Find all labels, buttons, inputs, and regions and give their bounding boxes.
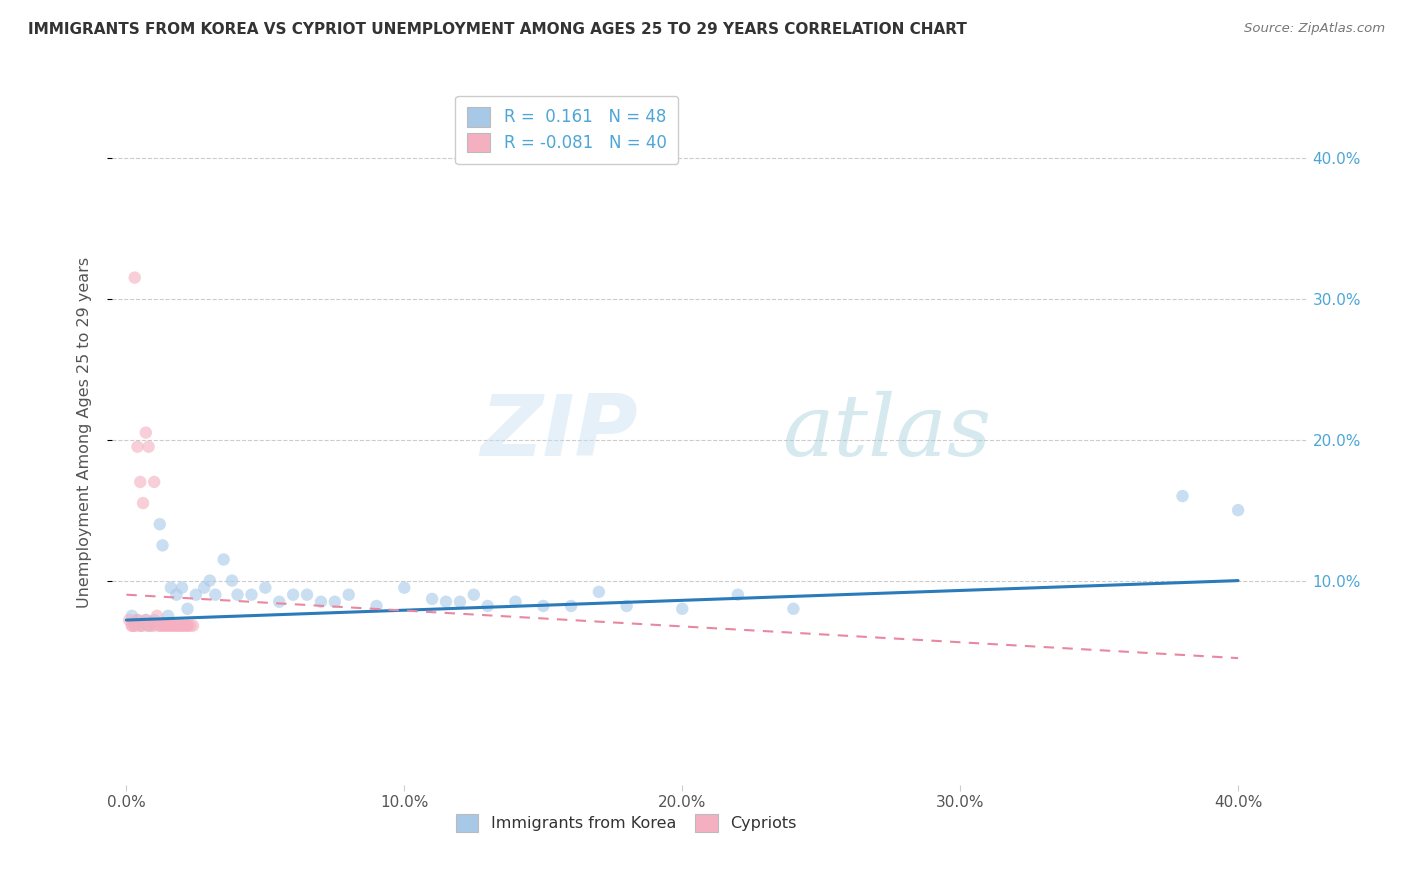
Point — [269, 595, 291, 609]
Point — [141, 615, 163, 630]
Point — [616, 599, 638, 613]
Point — [129, 618, 152, 632]
Text: IMMIGRANTS FROM KOREA VS CYPRIOT UNEMPLOYMENT AMONG AGES 25 TO 29 YEARS CORRELAT: IMMIGRANTS FROM KOREA VS CYPRIOT UNEMPLO… — [28, 22, 967, 37]
Point — [170, 581, 193, 595]
Point — [531, 599, 554, 613]
Point — [135, 425, 157, 440]
Point — [121, 608, 143, 623]
Point — [477, 599, 499, 613]
Point — [121, 618, 143, 632]
Point — [129, 618, 152, 632]
Point — [135, 613, 157, 627]
Point — [132, 496, 155, 510]
Point — [337, 588, 360, 602]
Point — [560, 599, 582, 613]
Point — [143, 613, 166, 627]
Point — [138, 618, 160, 632]
Point — [127, 613, 149, 627]
Point — [138, 618, 160, 632]
Point — [138, 440, 160, 454]
Point — [162, 618, 184, 632]
Point — [165, 618, 187, 632]
Point — [124, 270, 146, 285]
Point — [124, 618, 146, 632]
Point — [449, 595, 471, 609]
Point — [1227, 503, 1250, 517]
Point — [176, 618, 198, 632]
Legend: Immigrants from Korea, Cypriots: Immigrants from Korea, Cypriots — [447, 806, 806, 840]
Point — [149, 618, 172, 632]
Text: atlas: atlas — [782, 392, 991, 474]
Point — [143, 475, 166, 489]
Point — [181, 618, 204, 632]
Point — [165, 618, 187, 632]
Point — [149, 517, 172, 532]
Point — [309, 595, 332, 609]
Point — [127, 440, 149, 454]
Point — [505, 595, 527, 609]
Point — [132, 618, 155, 632]
Point — [124, 618, 146, 632]
Point — [152, 618, 174, 632]
Point — [157, 608, 180, 623]
Point — [434, 595, 457, 609]
Point — [671, 601, 693, 615]
Point — [394, 581, 416, 595]
Point — [155, 618, 177, 632]
Point — [1171, 489, 1194, 503]
Point — [132, 615, 155, 630]
Point — [160, 581, 183, 595]
Point — [127, 613, 149, 627]
Point — [141, 615, 163, 630]
Point — [155, 618, 177, 632]
Point — [204, 588, 226, 602]
Point — [135, 613, 157, 627]
Point — [124, 615, 146, 630]
Point — [143, 618, 166, 632]
Point — [323, 595, 346, 609]
Point — [160, 618, 183, 632]
Point — [121, 618, 143, 632]
Point — [129, 475, 152, 489]
Point — [152, 538, 174, 552]
Text: Source: ZipAtlas.com: Source: ZipAtlas.com — [1244, 22, 1385, 36]
Point — [240, 588, 263, 602]
Point — [727, 588, 749, 602]
Point — [198, 574, 221, 588]
Text: ZIP: ZIP — [481, 391, 638, 475]
Point — [173, 618, 195, 632]
Point — [179, 618, 201, 632]
Point — [463, 588, 485, 602]
Point — [193, 581, 215, 595]
Point — [184, 588, 207, 602]
Y-axis label: Unemployment Among Ages 25 to 29 years: Unemployment Among Ages 25 to 29 years — [77, 257, 91, 608]
Point — [170, 618, 193, 632]
Point — [782, 601, 804, 615]
Point — [212, 552, 235, 566]
Point — [149, 618, 172, 632]
Point — [146, 608, 169, 623]
Point — [226, 588, 249, 602]
Point — [588, 585, 610, 599]
Point — [176, 618, 198, 632]
Point — [254, 581, 277, 595]
Point — [221, 574, 243, 588]
Point — [176, 601, 198, 615]
Point — [157, 618, 180, 632]
Point — [167, 618, 190, 632]
Point — [141, 618, 163, 632]
Point — [118, 613, 141, 627]
Point — [165, 588, 187, 602]
Point — [160, 618, 183, 632]
Point — [295, 588, 318, 602]
Point — [420, 591, 443, 606]
Point — [281, 588, 304, 602]
Point — [170, 618, 193, 632]
Point — [366, 599, 388, 613]
